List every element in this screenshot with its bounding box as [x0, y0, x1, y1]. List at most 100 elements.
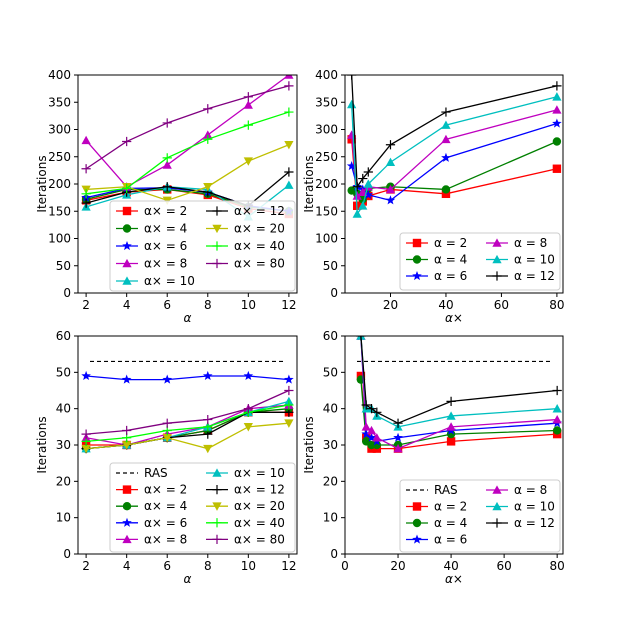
legend-marker — [492, 485, 502, 494]
data-point — [243, 120, 253, 130]
legend-marker — [412, 255, 422, 264]
legend-label: RAS — [434, 483, 458, 497]
legend-frame — [109, 200, 296, 292]
data-point — [441, 120, 451, 129]
legend-marker — [122, 534, 132, 544]
legend-marker — [492, 518, 502, 528]
legend-marker — [122, 517, 132, 527]
chart-panel-top-left: 2 4 6 8 10 12 0 50 100 150 200 250 300 350 400 α Iterati… — [35, 68, 298, 325]
series-7 — [81, 107, 294, 199]
y-tick-label: 0 — [63, 547, 71, 561]
data-point — [446, 437, 456, 446]
data-point — [243, 370, 254, 381]
data-point — [441, 152, 451, 162]
legend-entry: α = 10 — [486, 253, 555, 267]
data-point — [284, 180, 294, 189]
legend-marker — [412, 534, 422, 544]
legend-marker — [492, 271, 502, 281]
series-line — [86, 144, 290, 202]
y-tick-label: 60 — [323, 329, 338, 343]
data-point — [243, 404, 253, 414]
data-point — [347, 75, 357, 80]
legend-marker — [122, 206, 132, 216]
y-tick-label: 200 — [315, 177, 338, 191]
data-point — [385, 140, 396, 150]
legend-label: α× = 6 — [144, 239, 187, 253]
x-tick-label: 2 — [82, 559, 90, 573]
series-5 — [347, 75, 562, 192]
series-4 — [356, 336, 562, 431]
y-tick-label: 50 — [323, 259, 338, 273]
y-tick-label: 350 — [315, 95, 338, 109]
x-tick-label: 80 — [549, 298, 564, 312]
series-4 — [347, 92, 562, 218]
data-point — [552, 105, 562, 114]
series-8 — [81, 81, 294, 174]
x-tick-label: 12 — [281, 298, 296, 312]
x-tick-label: 10 — [241, 298, 256, 312]
y-tick-label: 30 — [323, 438, 338, 452]
data-point — [372, 433, 382, 442]
legend-marker — [492, 254, 502, 264]
data-point — [121, 374, 132, 384]
data-point — [552, 81, 562, 91]
legend-entry: α× = 12 — [206, 204, 285, 218]
x-tick-label: 40 — [438, 298, 453, 312]
data-point — [446, 396, 456, 407]
data-point — [81, 198, 91, 208]
data-point — [361, 422, 371, 431]
legend-entry: α× = 4 — [116, 222, 187, 236]
legend-entry: α× = 6 — [116, 516, 187, 530]
data-point — [352, 209, 362, 218]
data-point — [385, 184, 396, 194]
chart-panel-bottom-right: 0 20 40 60 80 0 10 20 30 40 50 60 α× Iterations RAS α =… — [302, 329, 565, 586]
legend-label: α× = 4 — [144, 499, 187, 513]
data-point — [122, 183, 132, 193]
x-tick-label: 20 — [383, 298, 398, 312]
data-point — [363, 179, 373, 188]
series-line — [86, 111, 290, 195]
data-point — [363, 167, 373, 177]
y-tick-label: 20 — [323, 474, 338, 488]
data-point — [162, 433, 172, 443]
data-point — [203, 182, 213, 192]
data-point — [552, 118, 562, 128]
legend-entry: RAS — [116, 466, 168, 480]
legend: RAS α = 2 α = 4 α = 6 α = 8 α = 10 α = 12 — [399, 479, 561, 553]
data-point — [552, 164, 562, 173]
data-point — [81, 429, 91, 439]
y-tick-label: 250 — [48, 150, 71, 164]
legend-label: α× = 12 — [234, 483, 285, 497]
data-point — [385, 195, 396, 205]
series-line — [85, 75, 290, 188]
legend-marker — [122, 502, 132, 511]
legend-label: α = 10 — [514, 500, 555, 514]
series-3 — [81, 75, 294, 191]
plot-area — [81, 75, 294, 221]
legend-marker — [212, 534, 222, 545]
y-tick-label: 150 — [48, 204, 71, 218]
x-tick-label: 40 — [443, 559, 458, 573]
x-tick-label: 60 — [496, 559, 511, 573]
data-point — [202, 370, 213, 381]
data-point — [441, 107, 451, 117]
plot-area — [346, 75, 562, 218]
legend-label: RAS — [144, 466, 168, 480]
legend-entry: α = 10 — [486, 500, 555, 514]
legend-label: α = 2 — [434, 500, 467, 514]
legend: RAS α× = 2 α× = 4 α× = 6 α× = 8 α× = 10 α× = 1… — [109, 462, 296, 553]
legend-marker — [212, 484, 222, 495]
data-point — [284, 167, 294, 177]
data-point — [122, 136, 132, 147]
legend: α× = 2 α× = 4 α× = 6 α× = 8 α× = 10 α× = 12 α×… — [109, 200, 296, 292]
legend-label: α = 10 — [514, 253, 555, 267]
data-point — [284, 385, 294, 396]
data-point — [366, 432, 377, 442]
data-point — [284, 75, 294, 79]
data-point — [361, 400, 371, 410]
data-point — [361, 429, 372, 439]
data-point — [162, 153, 172, 163]
legend-entry: α× = 40 — [206, 239, 285, 253]
legend-entry: α = 8 — [486, 483, 547, 497]
